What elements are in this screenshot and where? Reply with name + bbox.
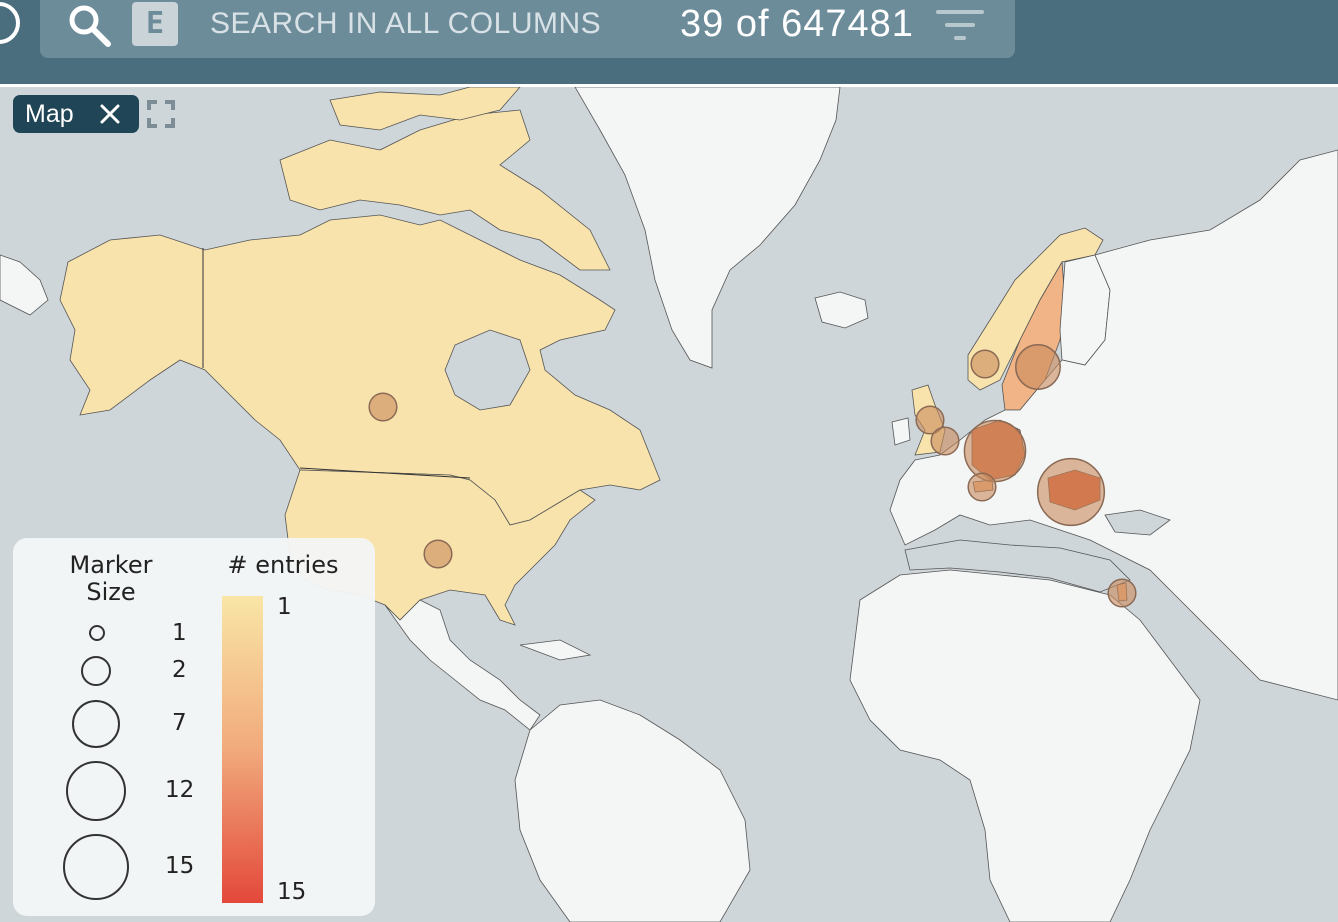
map-marker-israel[interactable]: [1107, 578, 1137, 608]
tab-map[interactable]: Map: [13, 95, 139, 133]
map-marker-canada[interactable]: [368, 392, 398, 422]
map-legend: Marker Size # entries 1 2 7 12 15 1 15: [13, 538, 375, 916]
land-greenland: [574, 87, 841, 369]
map-marker-switzerland[interactable]: [967, 472, 997, 502]
black-sea: [1104, 509, 1171, 536]
legend-size-title-line2: Size: [86, 578, 136, 606]
map-marker-united-kingdom[interactable]: [915, 405, 945, 435]
color-scale-min: 1: [277, 594, 292, 620]
search-icon[interactable]: [66, 2, 112, 48]
map-marker-romania[interactable]: [1036, 457, 1106, 527]
map-marker-norway[interactable]: [970, 349, 1000, 379]
size-circle-12: [66, 761, 126, 821]
top-bar-divider: [0, 84, 1338, 87]
legend-size-title-line1: Marker: [69, 551, 153, 579]
color-scale-bar: [222, 596, 263, 903]
hudson-bay: [444, 329, 531, 411]
legend-size-title: Marker Size: [53, 552, 169, 606]
map-marker-united-states[interactable]: [423, 539, 453, 569]
fullscreen-icon[interactable]: [147, 100, 175, 128]
marker-layer: [368, 344, 1137, 608]
size-label-2: 2: [172, 657, 187, 683]
world-map[interactable]: [0, 87, 1338, 922]
land-iceland: [814, 291, 869, 329]
size-label-1: 1: [172, 620, 187, 646]
filter-icon[interactable]: [936, 8, 984, 42]
size-label-15: 15: [165, 853, 195, 879]
land-south-america: [514, 699, 751, 922]
color-scale-max: 15: [277, 879, 307, 905]
us-canada-border: [299, 467, 471, 479]
land-eurasia: [889, 149, 1338, 701]
land-ireland: [891, 417, 911, 446]
land-africa: [849, 569, 1201, 922]
land-arctic-islands: [279, 109, 611, 271]
close-icon[interactable]: [99, 103, 121, 125]
land-canada: [59, 214, 661, 526]
size-circle-7: [72, 700, 120, 748]
map-marker-united-kingdom[interactable]: [930, 426, 960, 456]
map-marker-sweden[interactable]: [1015, 344, 1061, 390]
search-input[interactable]: [210, 2, 650, 46]
size-label-12: 12: [165, 777, 195, 803]
tab-map-label: Map: [25, 100, 74, 128]
size-circle-1: [89, 625, 105, 641]
result-count: 39 of 647481: [680, 3, 914, 45]
search-mode-badge[interactable]: E: [132, 2, 178, 46]
legend-color-title: # entries: [227, 551, 339, 579]
map-marker-germany[interactable]: [963, 419, 1027, 483]
land-cuba: [519, 639, 592, 661]
size-label-7: 7: [172, 710, 187, 736]
land-arctic-islands-north: [329, 87, 521, 131]
size-circle-2: [81, 656, 111, 686]
land-mexico: [384, 599, 541, 731]
land-chukotka: [0, 254, 49, 316]
size-circle-15: [63, 834, 129, 900]
